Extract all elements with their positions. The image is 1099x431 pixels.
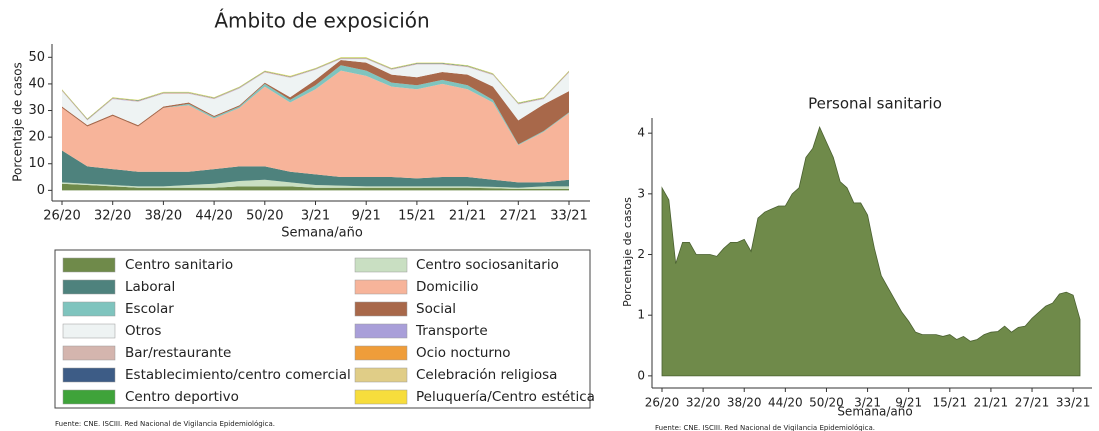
y-axis-label: Porcentaje de casos: [11, 62, 25, 182]
x-tick-label: 3/21: [301, 209, 330, 224]
legend-label: Centro sociosanitario: [416, 257, 559, 273]
x-tick-label: 50/20: [246, 209, 283, 224]
legend-swatch: [354, 279, 408, 295]
area-series: [62, 179, 569, 190]
x-tick-label: 26/20: [43, 209, 80, 224]
legend-box: [54, 249, 591, 409]
x-tick-label: 33/21: [1056, 396, 1091, 410]
legend-label: Centro sanitario: [125, 257, 233, 273]
legend-swatch: [62, 367, 116, 383]
source-note: Fuente: CNE. ISCIII. Red Nacional de Vig…: [55, 420, 275, 428]
legend-swatch: [354, 389, 408, 405]
y-tick-label: 20: [28, 130, 45, 145]
x-tick-label: 33/21: [550, 209, 587, 224]
area-series: [62, 183, 569, 191]
area-series: [62, 59, 569, 126]
legend-swatch: [62, 389, 116, 405]
x-tick-label: 21/21: [974, 396, 1009, 410]
x-tick-label: 32/20: [686, 396, 721, 410]
y-axis-label: Porcentaje de casos: [621, 197, 634, 307]
x-tick-label: 27/21: [500, 209, 537, 224]
area-series: [62, 150, 569, 188]
x-tick-label: 15/21: [933, 396, 968, 410]
x-tick-label: 27/21: [1015, 396, 1050, 410]
legend-label: Ocio nocturno: [416, 345, 511, 361]
legend-swatch: [62, 323, 116, 339]
chart-title: Ámbito de exposición: [214, 9, 429, 33]
area-series: [62, 59, 569, 145]
y-tick-label: 3: [637, 186, 645, 200]
x-tick-label: 3/21: [854, 396, 881, 410]
y-tick-label: 1: [637, 308, 645, 322]
x-tick-label: 9/21: [895, 396, 922, 410]
x-tick-label: 38/20: [145, 209, 182, 224]
legend-label: Peluquería/Centro estética: [416, 389, 595, 405]
x-tick-label: 44/20: [195, 209, 232, 224]
legend-swatch: [354, 301, 408, 317]
legend-label: Establecimiento/centro comercial: [125, 367, 351, 383]
y-tick-label: 0: [37, 183, 45, 198]
x-tick-label: 38/20: [727, 396, 762, 410]
x-axis-label: Semana/año: [837, 405, 912, 419]
x-tick-label: 15/21: [398, 209, 435, 224]
area-series: [62, 70, 569, 183]
legend-label: Social: [416, 301, 456, 317]
source-note: Fuente: CNE. ISCIII. Red Nacional de Vig…: [655, 424, 875, 431]
legend-label: Transporte: [415, 323, 488, 339]
legend-swatch: [62, 279, 116, 295]
x-axis-label: Semana/año: [281, 226, 363, 241]
legend-label: Domicilio: [416, 279, 479, 295]
y-tick-label: 40: [28, 76, 45, 91]
legend-label: Escolar: [125, 301, 174, 317]
y-tick-label: 4: [637, 126, 645, 140]
chart-title: Personal sanitario: [808, 95, 942, 113]
legend-label: Celebración religiosa: [416, 367, 557, 383]
legend-label: Otros: [125, 323, 161, 339]
x-tick-label: 50/20: [809, 396, 844, 410]
legend-swatch: [354, 345, 408, 361]
legend-swatch: [354, 257, 408, 273]
legend-swatch: [62, 301, 116, 317]
y-tick-label: 30: [28, 103, 45, 118]
legend-swatch: [354, 367, 408, 383]
y-tick-label: 2: [637, 247, 645, 261]
legend-label: Laboral: [125, 279, 175, 295]
x-tick-label: 21/21: [449, 209, 486, 224]
x-tick-label: 9/21: [352, 209, 381, 224]
legend-label: Centro deportivo: [125, 389, 239, 405]
x-tick-label: 44/20: [768, 396, 803, 410]
legend-swatch: [62, 345, 116, 361]
legend-label: Bar/restaurante: [125, 345, 231, 361]
y-tick-label: 50: [28, 50, 45, 65]
x-tick-label: 32/20: [94, 209, 131, 224]
legend-swatch: [62, 257, 116, 273]
legend-swatch: [354, 323, 408, 339]
x-tick-label: 26/20: [645, 396, 680, 410]
y-tick-label: 10: [28, 156, 45, 171]
y-tick-label: 0: [637, 368, 645, 382]
area-series: [661, 125, 1081, 377]
